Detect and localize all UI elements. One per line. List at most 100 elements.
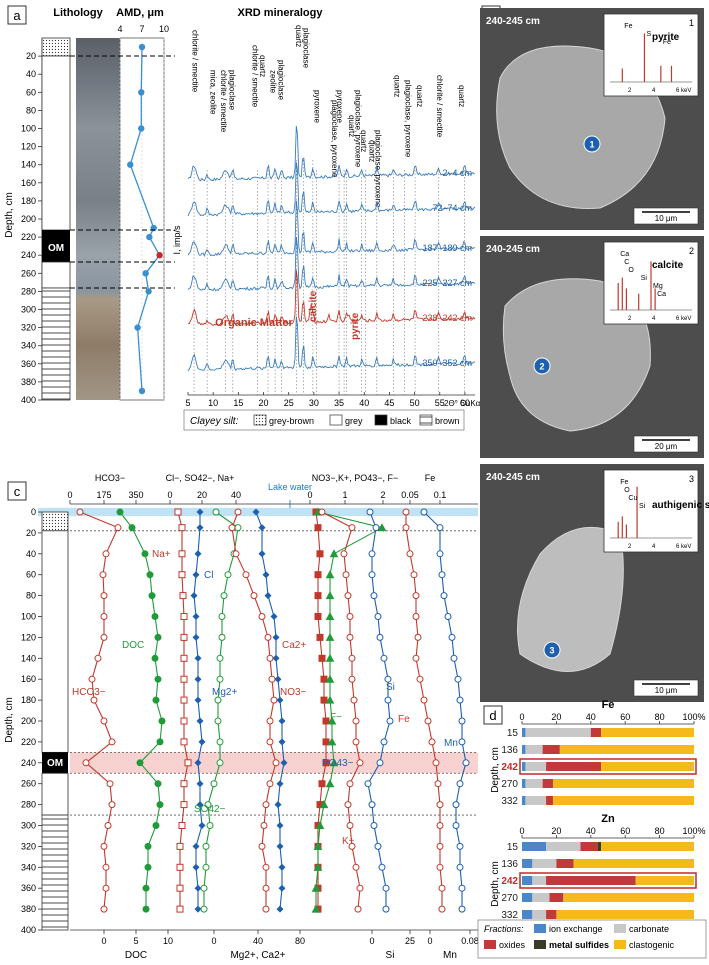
doc-point: [154, 675, 162, 683]
no3-point: [314, 613, 322, 620]
c-curve-label: Cl: [204, 570, 213, 581]
xrd-peak-label: quartz: [258, 55, 267, 77]
legend-item-label: black: [390, 416, 412, 426]
d-bar-segment: [525, 796, 547, 805]
fe-point: [434, 780, 442, 788]
doc-point: [128, 524, 136, 532]
d-legend-swatch: [534, 940, 546, 949]
d-bar-segment: [546, 876, 636, 885]
legend-item-label: grey-brown: [269, 416, 314, 426]
xrd-peak-label: pyroxene: [335, 90, 344, 123]
doc-point: [156, 801, 164, 809]
c-depth-tick-label: 0: [31, 507, 36, 517]
d-axis-tick-label: 0: [519, 712, 524, 722]
sem-depth-label: 240-245 cm: [486, 472, 540, 483]
sem-marker: [583, 135, 601, 153]
hco3-point: [102, 863, 110, 871]
legend-title: Clayey silt:: [190, 416, 239, 427]
doc-point: [148, 592, 156, 600]
litho-grey-lower: [41, 261, 71, 289]
xrd-peak-label: plagioclase: [277, 60, 286, 101]
d-row-depth: 15: [507, 728, 519, 739]
d-legend-label: oxides: [499, 940, 526, 950]
sem-kev-tick: 4: [652, 544, 656, 550]
no3-point: [322, 759, 330, 767]
k-point: [342, 571, 350, 579]
d-legend-swatch: [534, 924, 546, 933]
si-point: [382, 905, 390, 913]
na-point: [176, 905, 184, 913]
k-point: [346, 822, 354, 829]
so4-point: [216, 759, 224, 767]
ca-point: [232, 550, 240, 558]
mg-point: [270, 613, 278, 620]
sem-kev-tick: 2: [628, 316, 632, 322]
hco3-point: [102, 884, 110, 892]
fe-point: [438, 905, 446, 913]
d-axis-tick-label: 100%: [682, 826, 705, 836]
c-litho-black: [42, 752, 68, 774]
xrd-spectrum: [187, 270, 476, 326]
mn-point: [450, 654, 458, 662]
hco3-point: [100, 717, 108, 725]
f-point: [329, 549, 339, 558]
k-line: [321, 511, 361, 910]
k-point: [352, 863, 360, 871]
hco3-point: [99, 571, 107, 579]
na-point: [180, 613, 188, 620]
c-curve-label: DOC: [122, 640, 144, 651]
xrd-peak-label: quartz: [367, 140, 376, 162]
sem-kev-tick: 2: [628, 88, 632, 94]
c-bottom-label: Si: [386, 950, 395, 961]
xrd-peak-label: pyroxene: [312, 90, 321, 123]
xrd-spectrum: [187, 316, 476, 372]
xrd-sample-label: 72–74 cm: [432, 203, 472, 213]
f-point: [327, 737, 337, 746]
legend-swatch: [253, 414, 267, 426]
so4-point: [224, 571, 232, 579]
ca-point: [228, 524, 236, 532]
mg-point: [276, 780, 284, 788]
mn-point: [456, 696, 464, 704]
fe-point: [412, 592, 420, 600]
f-point: [325, 632, 335, 641]
c-top-header: NO3−,K+, PO43−, F−: [312, 473, 399, 483]
xrd-sample-label: 350–352 cm: [422, 358, 472, 368]
d-axis-tick-label: 60: [620, 712, 630, 722]
mg-point: [276, 822, 284, 829]
cl-point: [196, 717, 204, 725]
amd-point: [138, 125, 145, 132]
c-depth-tick-label: 280: [21, 800, 36, 810]
f-point: [311, 883, 321, 892]
d-bar-segment: [552, 796, 694, 805]
d-row-depth: 242: [501, 762, 518, 773]
panel-d-letter: d: [489, 708, 496, 723]
xrd-xaxis-unit: 2Θ° CuKα: [444, 399, 481, 408]
fe-point: [410, 571, 418, 579]
depth-tick-label: 140: [21, 160, 36, 170]
cl-point: [194, 905, 202, 913]
xrd-xtick-label: 25: [284, 398, 294, 408]
c-depth-tick-label: 160: [21, 674, 36, 684]
k-point: [354, 905, 362, 913]
si-point: [368, 571, 376, 579]
sem-spectrum-element: Si: [639, 503, 646, 510]
hco3-line: [79, 511, 119, 910]
mg-point: [276, 905, 284, 913]
c-curve-label: NO3−: [280, 687, 307, 698]
panel-c-letter-box: [7, 481, 27, 501]
cl-point: [198, 822, 206, 829]
d-bar-segment: [546, 762, 602, 771]
amd-tick-label: 7: [139, 24, 144, 34]
doc-point: [142, 905, 150, 913]
c-litho-grey: [41, 530, 69, 753]
d-bar-segment: [546, 910, 557, 919]
d-bar-segment: [525, 762, 547, 771]
depth-tick-label: 220: [21, 232, 36, 242]
mn-point: [458, 738, 466, 746]
d-highlight-box: [519, 758, 697, 775]
no3-point: [322, 717, 330, 725]
ca-point: [260, 822, 268, 829]
f-point: [311, 904, 321, 913]
xrd-title: XRD mineralogy: [238, 7, 324, 19]
